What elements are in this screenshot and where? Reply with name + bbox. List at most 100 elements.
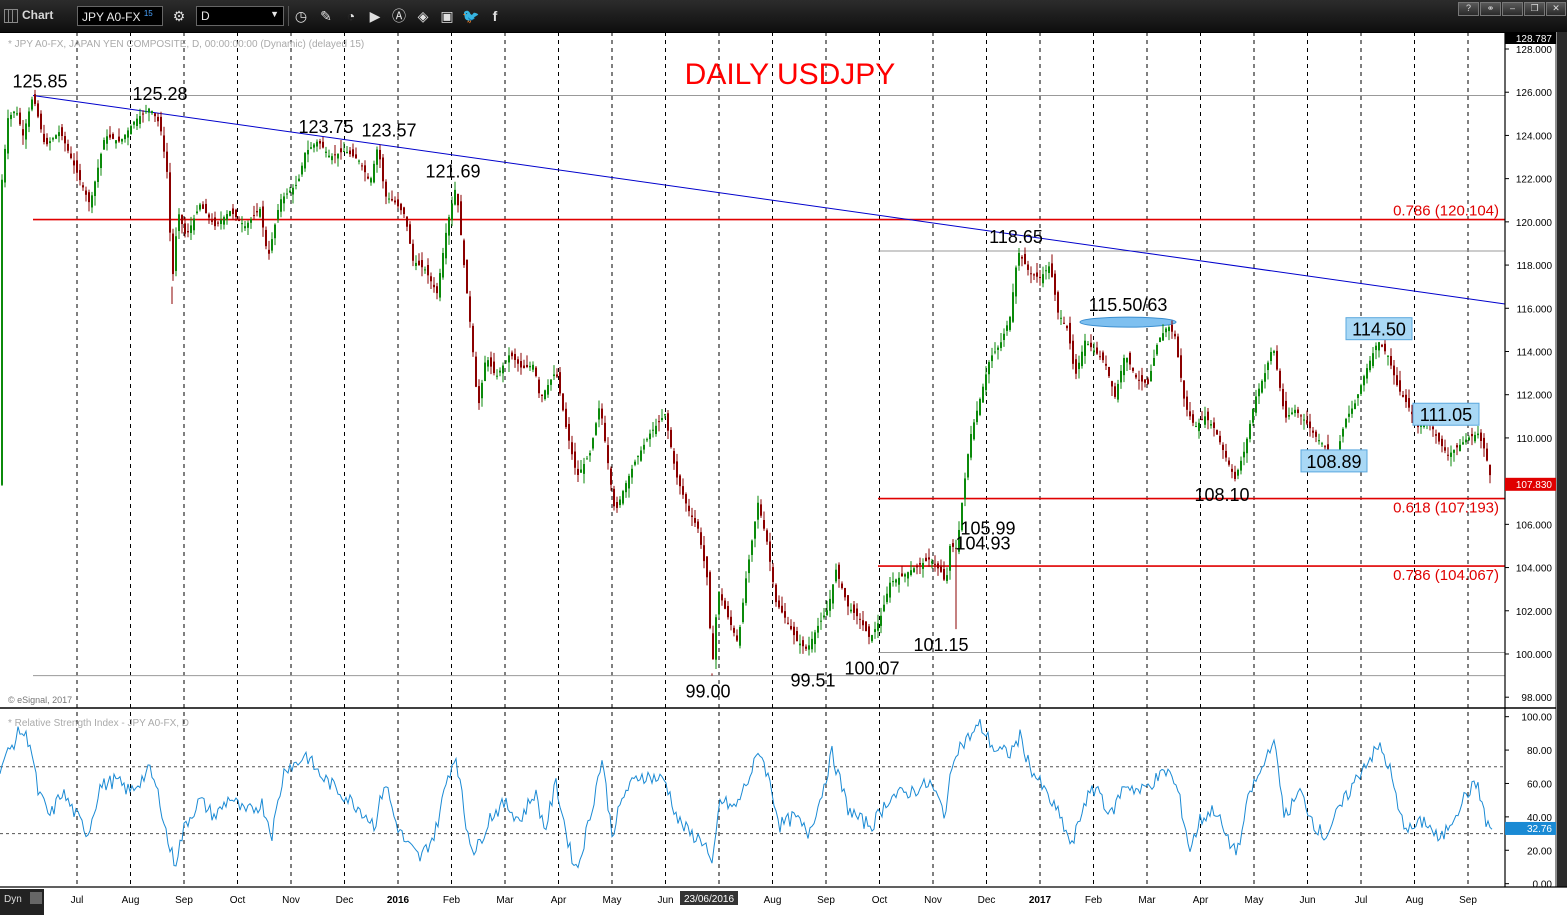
lock-icon[interactable]	[30, 892, 42, 904]
time-tick-label: Feb	[443, 895, 461, 906]
chart-area[interactable]: 0.786 (120.104) 0.618 (107.193) 0.786 (104…	[0, 32, 1567, 915]
price-tick-label: 110.000	[1517, 434, 1553, 445]
candle-body	[745, 578, 747, 603]
dyn-toggle[interactable]: Dyn	[0, 889, 44, 915]
candle-body	[1204, 416, 1206, 425]
chart-icon[interactable]: ◔	[346, 8, 356, 24]
candle-body	[85, 190, 87, 195]
candle-body	[58, 132, 60, 137]
candle-body	[364, 165, 366, 173]
candle-body	[919, 563, 921, 565]
price-annotation: 108.89	[1306, 452, 1361, 472]
candle-body	[286, 193, 288, 195]
candle-body	[346, 151, 348, 154]
resistance-highlight	[1079, 316, 1177, 328]
candle-body	[883, 604, 885, 612]
candle-body	[1459, 444, 1461, 452]
link-button[interactable]: ⚭	[1480, 2, 1501, 16]
candle-body	[1168, 327, 1170, 332]
candle-body	[1039, 276, 1041, 279]
chart-grid	[76, 32, 1469, 887]
candle-body	[352, 149, 354, 157]
clock-icon[interactable]: ◷	[294, 8, 308, 24]
candle-body	[577, 468, 579, 475]
candle-body	[595, 423, 597, 435]
candle-body	[1048, 266, 1050, 273]
candle-body	[1234, 471, 1236, 479]
price-tick-label: 106.000	[1516, 520, 1553, 531]
candle-body	[1099, 356, 1101, 358]
candle-body	[406, 216, 408, 227]
candle-body	[1258, 388, 1260, 397]
candle-body	[1114, 386, 1116, 397]
candle-body	[553, 374, 555, 377]
candle-body	[439, 273, 441, 298]
time-tick-label: Jun	[1299, 895, 1315, 906]
comment-icon[interactable]: ▣	[440, 8, 454, 24]
interval-select[interactable]: D ▼	[196, 6, 284, 26]
candle-body	[700, 532, 702, 545]
candle-body	[871, 634, 873, 642]
candle-body	[655, 425, 657, 435]
close-button[interactable]: ✕	[1546, 2, 1566, 16]
pencil-icon[interactable]: ✎	[320, 8, 332, 24]
candle-body	[934, 563, 936, 565]
candle-body	[568, 423, 570, 441]
time-tick-label: Mar	[1138, 895, 1156, 906]
candle-body	[661, 418, 663, 421]
candle-body	[769, 541, 771, 562]
candle-body	[1375, 345, 1377, 351]
time-tick-label: Aug	[1406, 895, 1424, 906]
tag-icon[interactable]: ◈	[417, 8, 429, 24]
candle-body	[1435, 434, 1437, 436]
candle-body	[1162, 333, 1164, 341]
candle-body	[754, 521, 756, 539]
candle-body	[1405, 394, 1407, 403]
candle-body	[442, 252, 444, 278]
twitter-icon[interactable]: 🐦	[462, 8, 480, 24]
candle-body	[262, 206, 264, 228]
help-button[interactable]: ?	[1458, 2, 1479, 16]
restore-button[interactable]: ❐	[1524, 2, 1545, 16]
candle-body	[484, 362, 486, 382]
candle-body	[562, 393, 564, 411]
candle-body	[898, 577, 900, 585]
fibonacci-label: 0.618 (107.193)	[1393, 500, 1499, 517]
candle-body	[76, 160, 78, 173]
candle-body	[391, 198, 393, 201]
symbol-input[interactable]: JPY A0-FX 15	[77, 6, 163, 26]
candle-body	[265, 229, 267, 247]
settings-icon[interactable]: ⚙	[172, 8, 186, 24]
candle-body	[1270, 352, 1272, 362]
vertical-scrollbar[interactable]	[1557, 32, 1567, 887]
candle-body	[640, 450, 642, 461]
price-axis[interactable]	[1505, 32, 1567, 887]
alert-icon[interactable]: Ⓐ	[392, 8, 406, 24]
facebook-icon[interactable]: f	[492, 8, 498, 24]
candle-body	[607, 445, 609, 464]
candle-body	[850, 609, 852, 612]
candle-body	[736, 635, 738, 641]
candle-body	[1276, 350, 1278, 370]
guide-lines: 0.786 (120.104) 0.618 (107.193) 0.786 (104…	[32, 94, 1506, 677]
time-tick-label: Mar	[496, 895, 514, 906]
minimize-button[interactable]: –	[1502, 2, 1523, 16]
candle-body	[268, 249, 270, 254]
candle-body	[616, 502, 618, 508]
rsi-tick-label: 40.00	[1527, 813, 1552, 824]
candle-body	[1021, 256, 1023, 259]
time-axis[interactable]	[0, 887, 1567, 915]
candle-body	[1081, 351, 1083, 367]
candle-body	[148, 108, 150, 113]
candle-body	[598, 408, 600, 420]
candle-body	[1408, 398, 1410, 408]
candle-body	[1321, 443, 1323, 445]
candle-body	[361, 165, 363, 167]
candle-body	[529, 365, 531, 368]
candle-body	[1153, 357, 1155, 366]
play-icon[interactable]: ▶	[369, 8, 381, 24]
candle-body	[592, 438, 594, 449]
rsi-tick-label: 100.00	[1521, 713, 1552, 724]
candle-body	[952, 543, 954, 547]
candle-body	[1243, 451, 1245, 458]
